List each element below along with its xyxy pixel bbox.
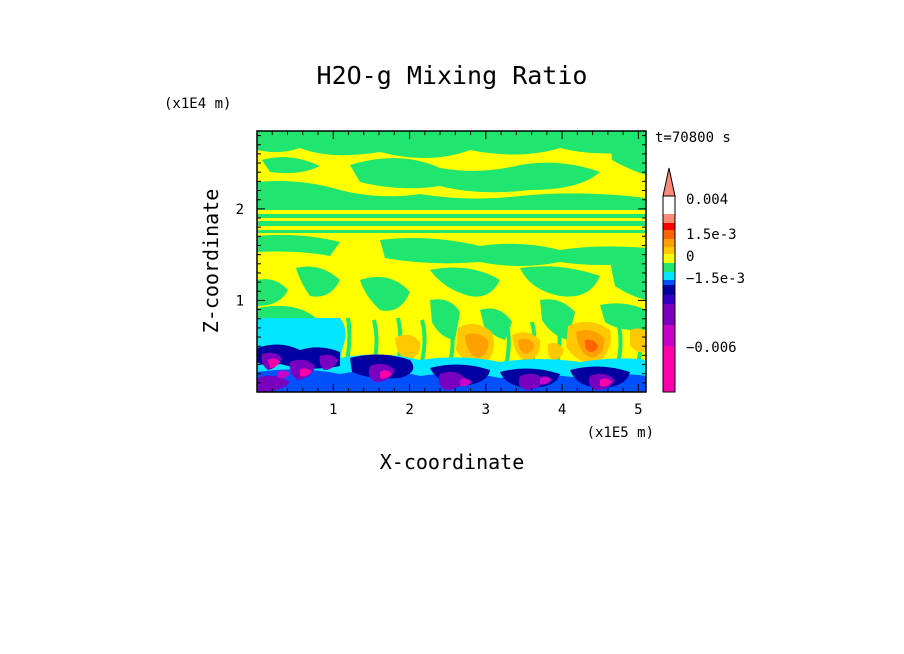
mid-green-patches — [257, 234, 646, 340]
colorbar-frame — [662, 195, 676, 393]
colorbar-level-cyan — [663, 272, 675, 280]
cyan-edge — [340, 318, 346, 370]
colorbar-tick-labels: 0.004 1.5e-3 0 −1.5e-3 −0.006 — [686, 192, 745, 356]
plot-frame — [256, 130, 647, 393]
colorbar-level-blue — [663, 280, 675, 285]
contour-field — [257, 131, 646, 392]
colorbar-level-magenta — [663, 346, 675, 392]
colorbar-extension-arrow — [662, 167, 676, 197]
colorbar-label: 0.004 — [686, 192, 728, 208]
magenta-purple-spots — [278, 370, 552, 387]
colorbar-level-navy — [663, 285, 675, 295]
upper-green-patches — [257, 131, 646, 210]
x-tick-labels: 1 2 3 4 5 — [329, 402, 643, 418]
y-tick-labels: 1 2 — [236, 202, 244, 310]
x-axis-label: X-coordinate — [380, 450, 525, 474]
y-axis-label: Z-coordinate — [199, 189, 223, 334]
colorbar — [663, 214, 675, 392]
x-tick-label: 4 — [558, 402, 566, 418]
colorbar-label: −0.006 — [686, 340, 737, 356]
chart-title: H2O-g Mixing Ratio — [317, 61, 588, 90]
y-tick-label: 1 — [236, 293, 244, 309]
time-label: t=70800 s — [655, 130, 731, 146]
stable-band — [257, 211, 646, 233]
colorbar-level-yellow — [663, 254, 675, 263]
magenta-spots — [268, 358, 612, 387]
colorbar-level-green — [663, 263, 675, 272]
colorbar-level-indigo — [663, 295, 675, 304]
x-tick-label: 5 — [634, 402, 642, 418]
colorbar-level-dark-orange — [663, 230, 675, 239]
colorbar-level-purple — [663, 304, 675, 325]
colorbar-level-orange — [663, 239, 675, 247]
colorbar-level-red — [663, 223, 675, 230]
x-tick-label: 3 — [482, 402, 490, 418]
colorbar-level-magenta-purple — [663, 325, 675, 346]
y-scale-label: (x1E4 m) — [164, 96, 231, 112]
colorbar-level-salmon — [663, 214, 675, 223]
y-tick-label: 2 — [236, 202, 244, 218]
x-scale-label: (x1E5 m) — [587, 425, 654, 441]
colorbar-label: 1.5e-3 — [686, 227, 737, 243]
axis-ticks — [257, 131, 646, 392]
colorbar-label: 0 — [686, 249, 694, 265]
x-tick-label: 2 — [405, 402, 413, 418]
orange-cells — [395, 321, 646, 365]
x-tick-label: 1 — [329, 402, 337, 418]
colorbar-label: −1.5e-3 — [686, 271, 745, 287]
colorbar-level-light-orange — [663, 247, 675, 254]
